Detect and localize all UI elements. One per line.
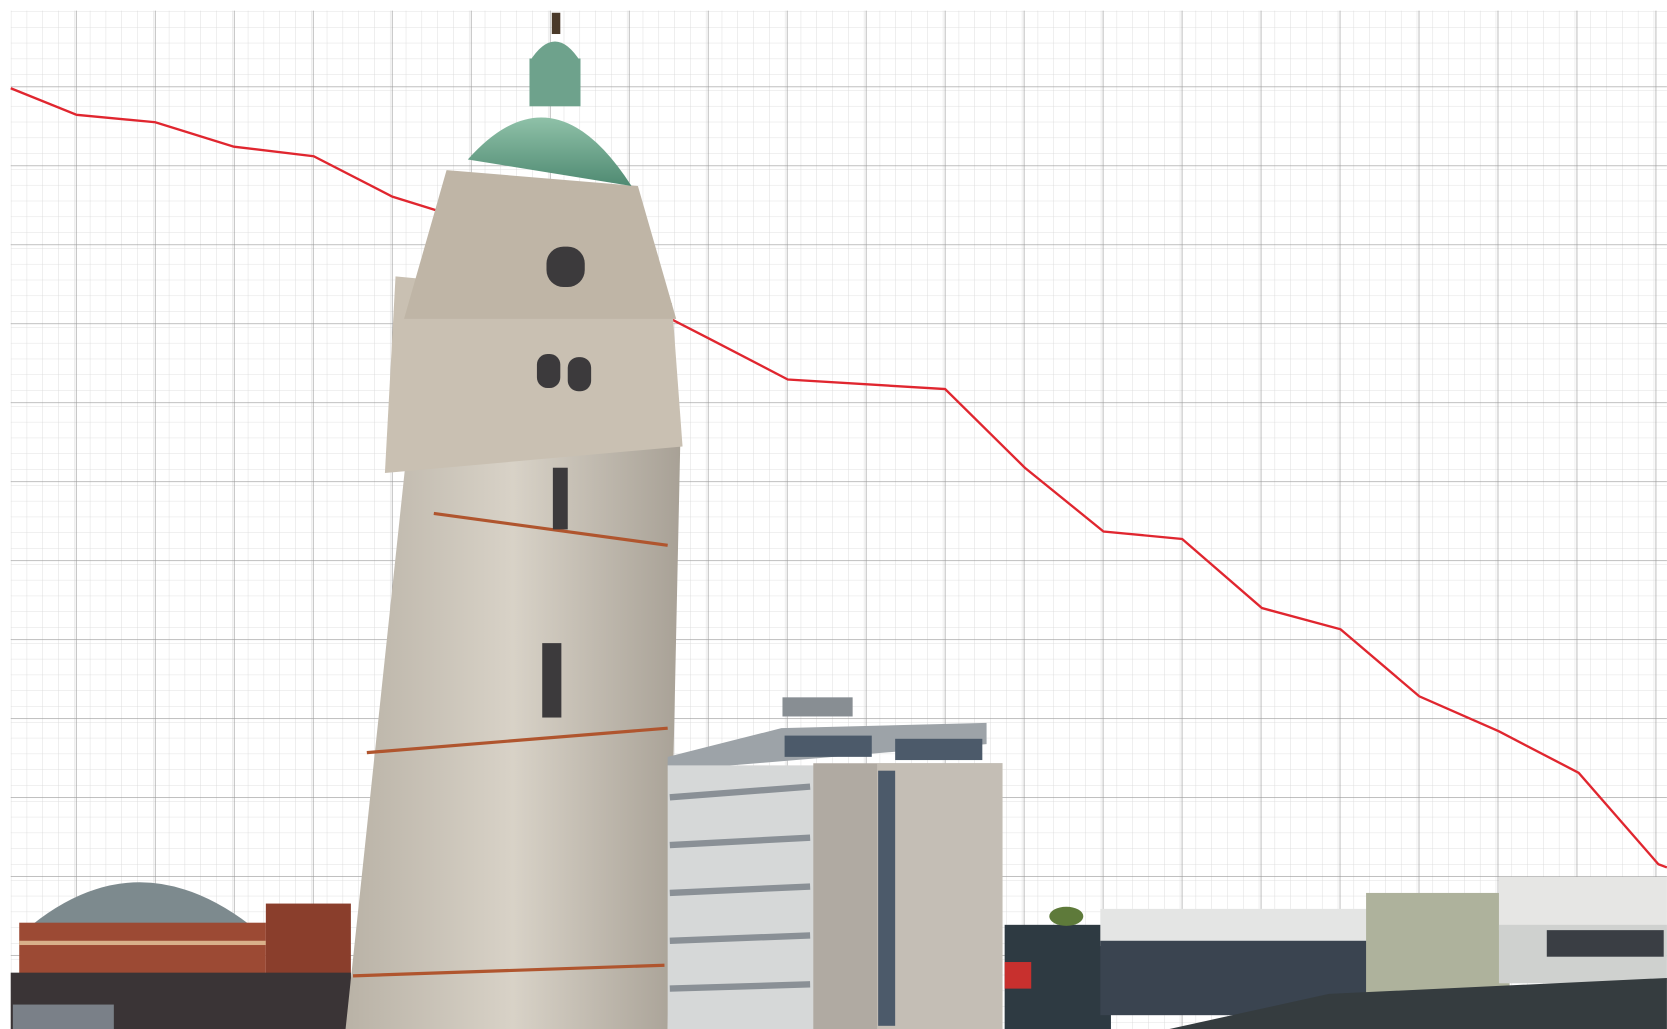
office-building (668, 697, 1003, 1029)
illustration (0, 0, 1667, 1029)
page (0, 0, 1667, 1029)
